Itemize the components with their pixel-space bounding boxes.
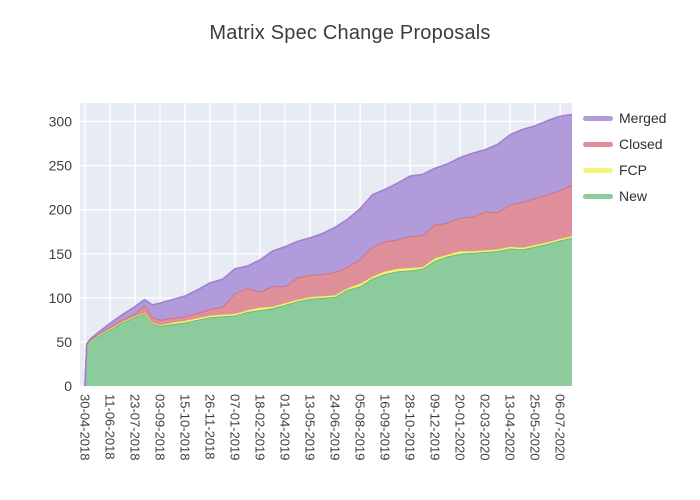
x-tick-label: 07-01-2019 — [228, 394, 243, 461]
x-tick-label: 06-07-2020 — [553, 394, 568, 461]
x-tick-label: 30-04-2018 — [78, 394, 93, 461]
x-tick-label: 13-05-2019 — [303, 394, 318, 461]
legend-item-new[interactable]: New — [583, 188, 666, 205]
y-tick-label: 150 — [49, 246, 73, 262]
fcp-swatch-icon — [583, 168, 613, 173]
chart-title: Matrix Spec Change Proposals — [209, 22, 491, 44]
y-tick-label: 0 — [64, 378, 72, 394]
x-tick-label: 03-09-2018 — [153, 394, 168, 461]
legend-label-fcp: FCP — [619, 162, 647, 178]
merged-swatch-icon — [583, 116, 613, 121]
x-tick-label: 05-08-2019 — [353, 394, 368, 461]
legend-label-merged: Merged — [619, 110, 667, 126]
x-tick-label: 15-10-2018 — [178, 394, 193, 461]
x-tick-label: 26-11-2018 — [203, 394, 218, 460]
x-tick-label: 28-10-2019 — [403, 394, 418, 461]
x-tick-label: 13-04-2020 — [503, 394, 518, 461]
x-tick-label: 20-01-2020 — [453, 394, 468, 461]
x-tick-label: 16-09-2019 — [378, 394, 393, 461]
legend: Merged Closed FCP New — [583, 110, 666, 214]
legend-label-closed: Closed — [619, 136, 663, 152]
area-new — [85, 237, 572, 386]
closed-swatch-icon — [583, 142, 613, 147]
y-tick-label: 300 — [49, 114, 73, 130]
y-tick-label: 50 — [56, 334, 72, 350]
area-closed — [85, 184, 572, 386]
y-tick-label: 200 — [49, 202, 73, 218]
new-swatch-icon — [583, 194, 613, 199]
area-line-merged — [84, 113, 573, 387]
x-tick-label: 23-07-2018 — [128, 394, 143, 461]
legend-item-merged[interactable]: Merged — [583, 110, 666, 127]
legend-item-closed[interactable]: Closed — [583, 136, 666, 153]
x-tick-label: 01-04-2019 — [278, 394, 293, 461]
x-tick-label: 25-05-2020 — [528, 394, 543, 461]
x-tick-label: 11-06-2018 — [103, 394, 118, 460]
area-merged — [85, 114, 572, 386]
x-tick-label: 02-03-2020 — [478, 394, 493, 461]
legend-label-new: New — [619, 188, 648, 204]
x-tick-label: 18-02-2019 — [253, 394, 268, 461]
y-tick-label: 100 — [49, 290, 73, 306]
x-tick-label: 09-12-2019 — [428, 394, 443, 461]
legend-item-fcp[interactable]: FCP — [583, 162, 666, 179]
x-tick-label: 24-06-2019 — [328, 394, 343, 461]
y-tick-label: 250 — [49, 158, 73, 174]
